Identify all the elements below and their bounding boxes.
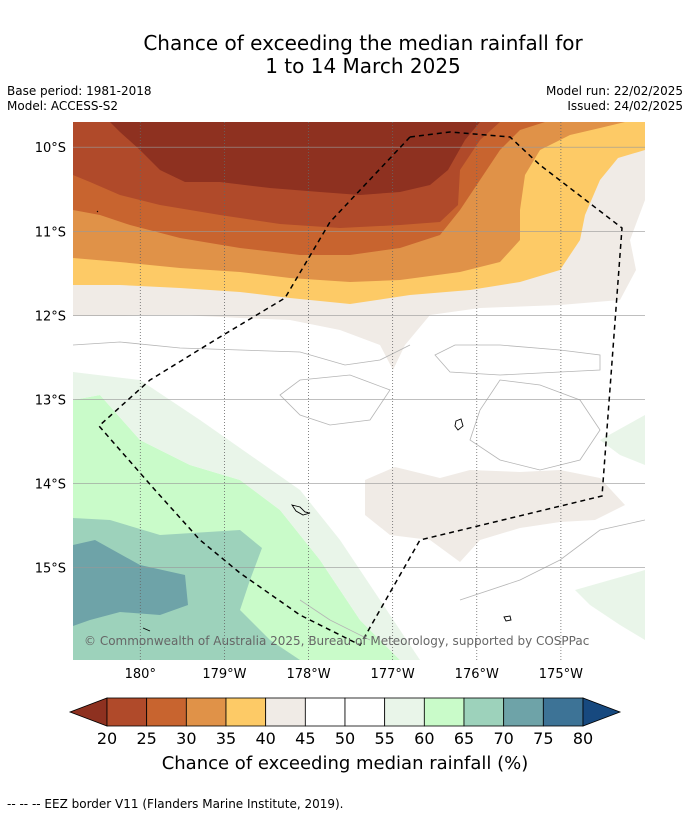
lon-label: 177°W bbox=[371, 667, 415, 682]
gridlines bbox=[73, 122, 645, 660]
islands bbox=[96, 210, 512, 632]
colorbar-tick-label: 35 bbox=[216, 729, 236, 748]
colorbar-box bbox=[225, 697, 267, 727]
island-outline bbox=[454, 418, 464, 431]
lon-label: 178°W bbox=[286, 667, 330, 682]
island-outline bbox=[142, 627, 151, 632]
colorbar-box bbox=[503, 697, 544, 727]
lat-label: 11°S bbox=[35, 225, 66, 240]
lon-label: 176°W bbox=[455, 667, 499, 682]
colorbar-box bbox=[463, 697, 505, 727]
lat-label: 14°S bbox=[35, 477, 66, 492]
colorbar-tick-label: 20 bbox=[97, 729, 117, 748]
colorbar-tick-label: 75 bbox=[533, 729, 553, 748]
lon-label: 180° bbox=[125, 667, 156, 682]
colorbar-tick-label: 40 bbox=[255, 729, 275, 748]
contour-lines bbox=[73, 341, 645, 641]
colorbar: 20 25 30 35 40 45 50 55 60 65 70 75 80 bbox=[68, 697, 622, 748]
colorbar-tick-label: 30 bbox=[176, 729, 196, 748]
rainfall-map: © Commonwealth of Australia 2025, Bureau… bbox=[35, 122, 645, 748]
colorbar-tick-label: 45 bbox=[295, 729, 315, 748]
contour-55-60-left bbox=[73, 372, 420, 660]
colorbar-tick-label: 50 bbox=[335, 729, 355, 748]
colorbar-box bbox=[265, 697, 306, 727]
island-outline bbox=[290, 504, 311, 516]
colorbar-box bbox=[146, 697, 187, 727]
island-outline bbox=[503, 615, 512, 622]
colorbar-tick-label: 55 bbox=[374, 729, 394, 748]
colorbar-box bbox=[304, 697, 346, 727]
island-outline bbox=[96, 210, 99, 213]
colorbar-arrow-high bbox=[582, 697, 622, 727]
contour-45-50-mid bbox=[365, 467, 625, 562]
colorbar-arrow-low bbox=[68, 697, 108, 727]
eez-footnote: -- -- -- EEZ border V11 (Flanders Marine… bbox=[7, 797, 344, 811]
colorbar-label: Chance of exceeding median rainfall (%) bbox=[161, 753, 529, 774]
lat-label: 13°S bbox=[35, 393, 66, 408]
issued-date: Issued: 24/02/2025 bbox=[567, 99, 683, 113]
colorbar-tick-label: 60 bbox=[414, 729, 434, 748]
colorbar-box bbox=[423, 697, 465, 727]
contour-55-60-right-b bbox=[575, 570, 645, 640]
lat-label: 12°S bbox=[35, 309, 66, 324]
colorbar-box bbox=[384, 697, 425, 727]
model-run: Model run: 22/02/2025 bbox=[545, 84, 683, 98]
colorbar-box bbox=[106, 697, 148, 727]
title-line-2: 1 to 14 March 2025 bbox=[265, 54, 461, 78]
colorbar-box bbox=[344, 697, 386, 727]
lat-label: 10°S bbox=[35, 141, 66, 156]
colorbar-box bbox=[542, 697, 584, 727]
longitude-labels: 180° 179°W 178°W 177°W 176°W 175°W bbox=[125, 667, 583, 682]
latitude-labels: 10°S 11°S 12°S 13°S 14°S 15°S bbox=[35, 141, 66, 576]
contour-65-70 bbox=[73, 518, 300, 660]
colorbar-tick-label: 80 bbox=[573, 729, 593, 748]
contour-70-75 bbox=[73, 540, 188, 626]
lat-label: 15°S bbox=[35, 562, 66, 577]
colorbar-box bbox=[185, 697, 227, 727]
colorbar-tick-label: 65 bbox=[454, 729, 474, 748]
map-title: Chance of exceeding the median rainfall … bbox=[0, 32, 690, 78]
meta-right: Model run: 22/02/2025 Issued: 24/02/2025 bbox=[546, 84, 683, 114]
model-name: Model: ACCESS-S2 bbox=[7, 99, 119, 113]
lon-label: 179°W bbox=[202, 667, 246, 682]
colorbar-tick-label: 70 bbox=[493, 729, 513, 748]
base-period: Base period: 1981-2018 bbox=[7, 84, 152, 98]
colorbar-tick-label: 25 bbox=[136, 729, 156, 748]
lon-label: 175°W bbox=[539, 667, 583, 682]
title-line-1: Chance of exceeding the median rainfall … bbox=[143, 31, 583, 55]
copyright-text: © Commonwealth of Australia 2025, Bureau… bbox=[84, 634, 589, 648]
contour-55-60-right-a bbox=[600, 415, 645, 465]
contour-below-20 bbox=[110, 122, 480, 195]
meta-left: Base period: 1981-2018 Model: ACCESS-S2 bbox=[7, 84, 152, 114]
eez-border bbox=[97, 131, 623, 646]
map-field bbox=[73, 122, 645, 660]
